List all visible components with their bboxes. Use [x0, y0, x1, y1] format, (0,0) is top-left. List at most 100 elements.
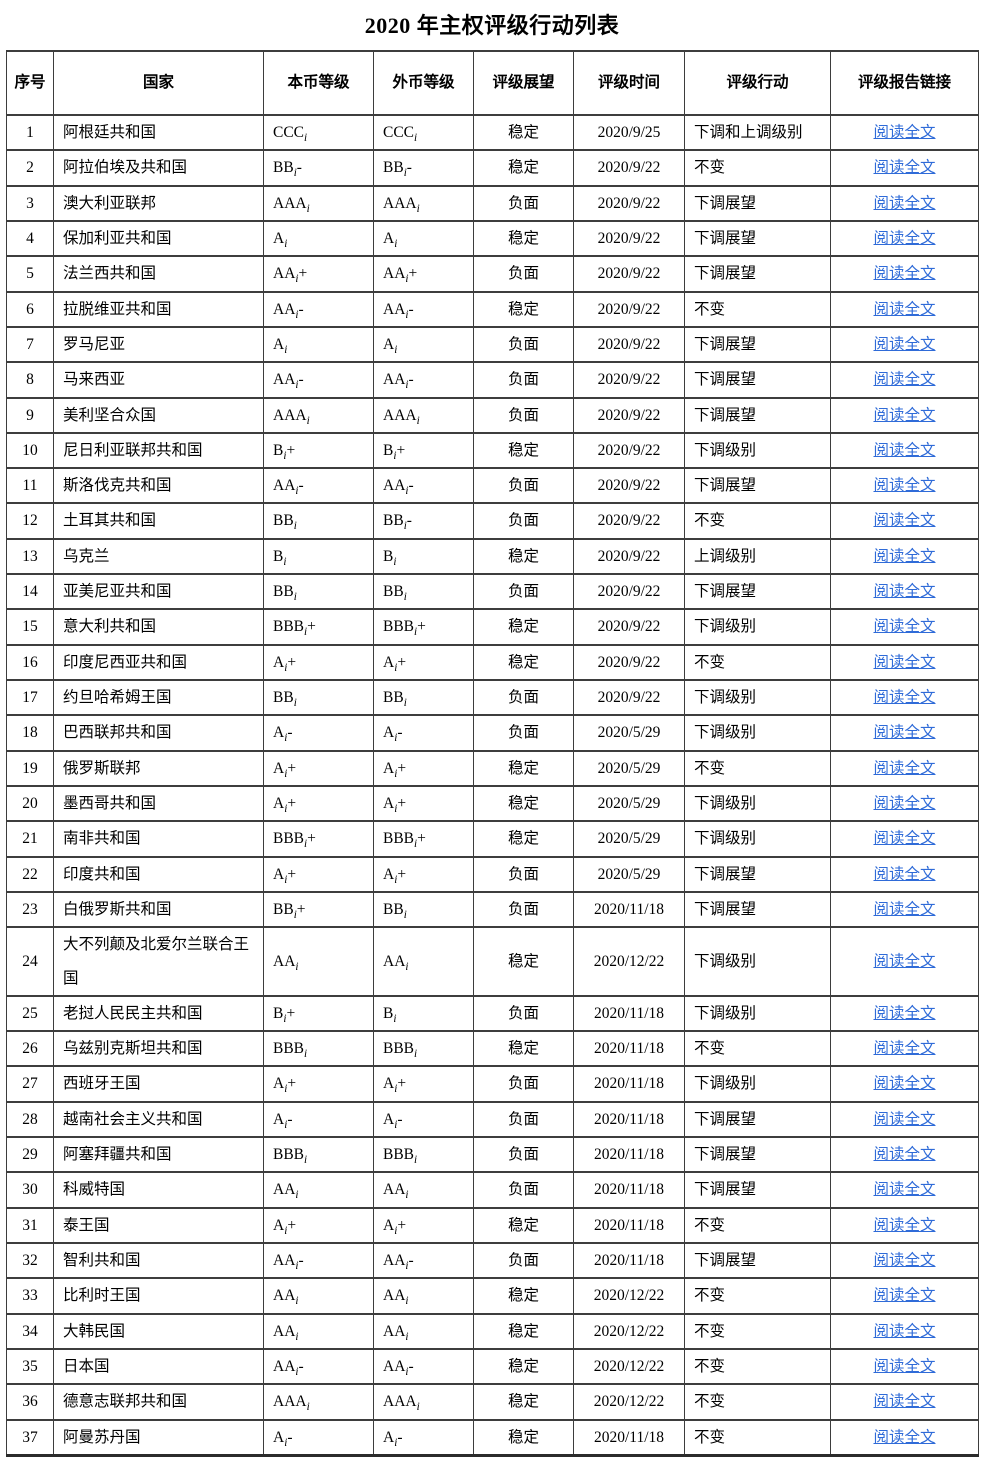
report-link[interactable]: 阅读全文: [873, 1181, 936, 1199]
report-link[interactable]: 阅读全文: [873, 512, 936, 530]
subscript-i: i: [295, 273, 299, 286]
subscript-i: i: [394, 803, 398, 816]
cell-country: 澳大利亚联邦: [53, 184, 264, 222]
cell-outlook: 负面: [473, 890, 574, 929]
report-link[interactable]: 阅读全文: [873, 1004, 936, 1022]
cell-action: 下调展望: [684, 325, 831, 364]
report-link[interactable]: 阅读全文: [873, 794, 936, 812]
cell-foreign: AAi-: [373, 290, 474, 328]
subscript-i: i: [416, 414, 420, 427]
cell-foreign: Bi: [373, 994, 474, 1033]
cell-outlook: 稳定: [473, 749, 574, 787]
report-link[interactable]: 阅读全文: [873, 1252, 936, 1269]
report-link[interactable]: 阅读全文: [873, 900, 936, 918]
report-link[interactable]: 阅读全文: [873, 952, 936, 970]
cell-action: 不变: [684, 1206, 831, 1245]
report-link[interactable]: 阅读全文: [873, 1110, 936, 1128]
report-link[interactable]: 阅读全文: [873, 335, 936, 353]
table-row: 36 德意志联邦共和国 AAAi AAAi 稳定 2020/12/22 不变 阅读全文: [6, 1383, 979, 1421]
subscript-i: i: [284, 661, 288, 674]
cell-no: 2: [6, 149, 54, 187]
subscript-i: i: [304, 838, 308, 851]
cell-local: AAi: [263, 926, 374, 997]
cell-date: 2020/9/22: [573, 502, 685, 540]
report-link[interactable]: 阅读全文: [873, 124, 936, 141]
subscript-i: i: [403, 697, 407, 710]
report-link[interactable]: 阅读全文: [873, 830, 936, 848]
report-link[interactable]: 阅读全文: [873, 1075, 936, 1093]
cell-link: 阅读全文: [830, 820, 979, 858]
cell-outlook: 稳定: [473, 1206, 574, 1245]
subscript-i: i: [403, 167, 407, 180]
column-header-country: 国家: [53, 50, 264, 116]
report-link[interactable]: 阅读全文: [873, 194, 936, 212]
cell-date: 2020/11/18: [573, 1206, 685, 1245]
cell-date: 2020/11/18: [573, 994, 685, 1033]
cell-foreign: BBi: [373, 678, 474, 717]
report-link[interactable]: 阅读全文: [873, 618, 936, 636]
subscript-i: i: [405, 1330, 409, 1343]
cell-local: Bi+: [263, 431, 374, 470]
cell-local: AAi-: [263, 1241, 374, 1280]
report-link[interactable]: 阅读全文: [873, 1393, 936, 1411]
report-link[interactable]: 阅读全文: [873, 1357, 936, 1375]
cell-foreign: AAi-: [373, 1347, 474, 1386]
report-link[interactable]: 阅读全文: [873, 689, 936, 706]
report-link[interactable]: 阅读全文: [873, 1322, 936, 1340]
subscript-i: i: [414, 1048, 418, 1061]
cell-foreign: BBBi: [373, 1136, 474, 1174]
report-link[interactable]: 阅读全文: [873, 865, 936, 883]
subscript-i: i: [306, 414, 310, 427]
table-row: 24 大不列颠及北爱尔兰联合王国 AAi AAi 稳定 2020/12/22 下调级别 阅读全…: [6, 926, 979, 997]
cell-foreign: Ai: [373, 219, 474, 258]
report-link[interactable]: 阅读全文: [873, 653, 936, 671]
cell-country: 约旦哈希姆王国: [53, 678, 264, 717]
cell-action: 下调和上调级别: [684, 113, 831, 152]
cell-link: 阅读全文: [830, 431, 979, 470]
report-link[interactable]: 阅读全文: [873, 265, 936, 283]
table-row: 1 阿根廷共和国 CCCi CCCi 稳定 2020/9/25 下调和上调级别 阅读全文: [6, 113, 979, 152]
report-link[interactable]: 阅读全文: [873, 1428, 936, 1446]
cell-link: 阅读全文: [830, 219, 979, 258]
cell-link: 阅读全文: [830, 573, 979, 611]
report-link[interactable]: 阅读全文: [873, 1216, 936, 1234]
report-link[interactable]: 阅读全文: [873, 406, 936, 424]
subscript-i: i: [394, 343, 398, 356]
cell-foreign: AAi+: [373, 255, 474, 293]
cell-link: 阅读全文: [830, 714, 979, 752]
cell-action: 下调展望: [684, 1171, 831, 1209]
report-link[interactable]: 阅读全文: [873, 1146, 936, 1164]
report-link[interactable]: 阅读全文: [873, 583, 936, 601]
report-link[interactable]: 阅读全文: [873, 759, 936, 777]
cell-country: 美利坚合众国: [53, 396, 264, 434]
cell-no: 14: [6, 573, 54, 611]
cell-date: 2020/5/29: [573, 784, 685, 823]
cell-local: Ai+: [263, 643, 374, 682]
cell-no: 31: [6, 1206, 54, 1245]
cell-date: 2020/9/22: [573, 255, 685, 293]
report-link[interactable]: 阅读全文: [873, 1040, 936, 1058]
cell-date: 2020/12/22: [573, 1383, 685, 1421]
cell-action: 下调展望: [684, 1241, 831, 1280]
cell-date: 2020/11/18: [573, 1418, 685, 1457]
subscript-i: i: [405, 1189, 409, 1202]
subscript-i: i: [405, 1366, 409, 1379]
report-link[interactable]: 阅读全文: [873, 371, 936, 389]
cell-no: 28: [6, 1100, 54, 1139]
report-link[interactable]: 阅读全文: [873, 300, 936, 318]
report-link[interactable]: 阅读全文: [873, 477, 936, 495]
report-link[interactable]: 阅读全文: [873, 1287, 936, 1305]
report-link[interactable]: 阅读全文: [873, 441, 936, 459]
cell-action: 不变: [684, 1418, 831, 1457]
cell-link: 阅读全文: [830, 678, 979, 717]
report-link[interactable]: 阅读全文: [873, 159, 936, 177]
cell-foreign: AAi: [373, 926, 474, 997]
cell-date: 2020/9/25: [573, 113, 685, 152]
cell-outlook: 稳定: [473, 290, 574, 328]
report-link[interactable]: 阅读全文: [873, 547, 936, 565]
cell-action: 不变: [684, 149, 831, 187]
report-link[interactable]: 阅读全文: [873, 229, 936, 247]
cell-local: AAi-: [263, 1347, 374, 1386]
table-row: 14 亚美尼亚共和国 BBi BBi 负面 2020/9/22 下调展望 阅读全文: [6, 573, 979, 611]
report-link[interactable]: 阅读全文: [873, 724, 936, 742]
